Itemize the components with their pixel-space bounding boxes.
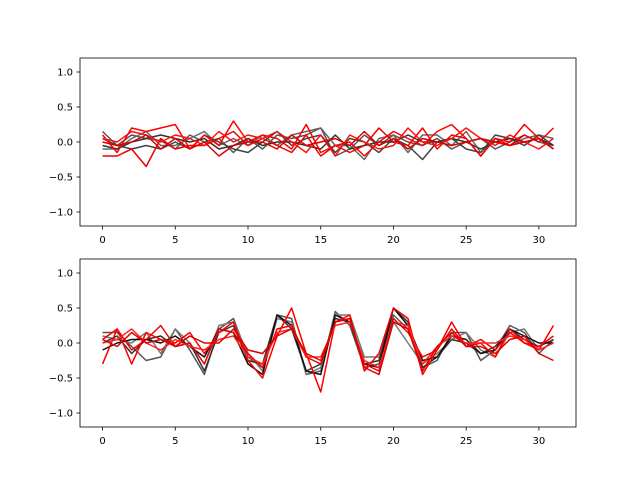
x-tick-label: 5 [172,235,178,246]
x-tick-label: 15 [314,235,327,246]
x-tick-label: 0 [99,436,105,447]
series-line-2 [102,127,554,161]
y-tick-label: −0.5 [49,374,73,385]
y-tick-label: 0.5 [57,103,73,114]
y-tick-label: 0.0 [57,339,73,350]
series-line-8 [102,130,554,157]
x-tick-label: 10 [242,235,255,246]
x-tick-label: 5 [172,436,178,447]
x-tick-label: 10 [242,436,255,447]
y-tick-label: −1.0 [49,409,73,420]
y-tick-label: 1.0 [57,269,73,280]
x-tick-label: 20 [387,436,400,447]
series-line-7 [102,127,554,157]
x-tick-label: 0 [99,235,105,246]
y-tick-label: 0.5 [57,304,73,315]
series-line-4 [102,134,554,150]
series-line-8 [102,317,554,376]
x-tick-label: 25 [460,235,473,246]
y-tick-label: 0.0 [57,138,73,149]
series-group [101,307,555,393]
y-tick-label: −0.5 [49,173,73,184]
x-tick-label: 25 [460,436,473,447]
x-tick-label: 30 [533,436,546,447]
subplot-2: 0 5 10 15 20 25 30 −1.0 −0.5 0.0 0.5 1.0 [49,258,577,447]
x-tick-label: 30 [533,235,546,246]
y-tick-label: 1.0 [57,68,73,79]
x-tick-label: 15 [314,436,327,447]
series-line-6 [102,127,554,168]
plots: 0 5 10 15 20 25 30 −1.0 −0.5 0.0 0.5 1.0 0 5 10 15 20 25 3… [49,57,577,447]
x-tick-label: 20 [387,235,400,246]
series-group [101,120,554,168]
y-tick-label: −1.0 [49,208,73,219]
subplot-1: 0 5 10 15 20 25 30 −1.0 −0.5 0.0 0.5 1.0 [49,57,577,246]
